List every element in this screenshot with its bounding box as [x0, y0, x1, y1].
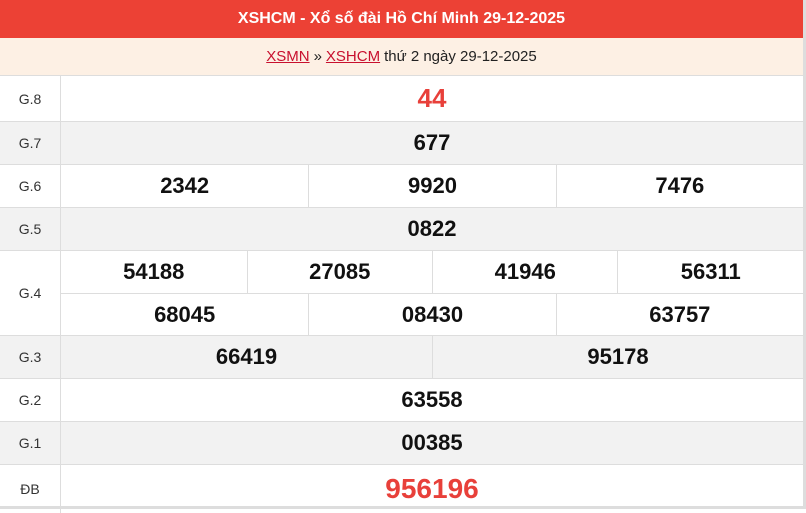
page-title: XSHCM - Xổ số đài Hồ Chí Minh 29-12-2025	[0, 0, 803, 38]
prize-label: G.3	[0, 336, 61, 378]
prize-row-g6: G.6 2342 9920 7476	[0, 165, 803, 208]
prize-number: 27085	[246, 251, 433, 293]
prize-number: 66419	[215, 344, 278, 369]
prize-number: 44	[417, 83, 447, 113]
prize-row-g1: G.1 00385	[0, 422, 803, 465]
prize-label: G.8	[0, 76, 61, 121]
special-prize-number: 956196	[385, 473, 479, 504]
breadcrumb-date: thứ 2 ngày 29-12-2025	[384, 48, 537, 65]
prize-row-special: ĐB 956196	[0, 465, 803, 513]
prize-number: 7476	[555, 165, 803, 207]
prize-number: 677	[413, 130, 451, 155]
prize-row-g7: G.7 677	[0, 122, 803, 165]
prize-number: 63558	[401, 387, 463, 412]
prize-number: 95178	[432, 336, 803, 378]
prize-row-g3: G.3 66419 95178	[0, 336, 803, 379]
prize-row-g2: G.2 63558	[0, 379, 803, 422]
prize-label: G.2	[0, 379, 61, 421]
prize-number: 68045	[61, 293, 309, 335]
prize-label: G.7	[0, 122, 61, 164]
prize-row-g8: G.8 44	[0, 76, 803, 122]
prize-label: ĐB	[0, 465, 61, 513]
breadcrumb-separator: »	[313, 48, 322, 65]
prize-number: 56311	[617, 251, 803, 293]
prize-number: 41946	[432, 251, 617, 293]
prize-number: 2342	[160, 173, 210, 198]
prize-number: 9920	[308, 165, 555, 207]
prize-row-g4: G.4 54188 27085 41946 56311 68045 08430 …	[0, 251, 803, 336]
prize-number: 08430	[308, 293, 556, 335]
prize-label: G.1	[0, 422, 61, 464]
prize-label: G.6	[0, 165, 61, 207]
prize-row-g5: G.5 0822	[0, 208, 803, 251]
breadcrumb: XSMN » XSHCM thứ 2 ngày 29-12-2025	[0, 38, 803, 76]
prize-number: 63757	[555, 293, 803, 335]
breadcrumb-xshcm-link[interactable]: XSHCM	[325, 48, 381, 65]
prize-number: 0822	[407, 216, 457, 241]
prize-number: 54188	[123, 259, 185, 284]
breadcrumb-xsmn-link[interactable]: XSMN	[266, 48, 310, 65]
prize-label: G.4	[0, 251, 61, 335]
prize-number: 00385	[401, 430, 463, 455]
prize-label: G.5	[0, 208, 61, 250]
